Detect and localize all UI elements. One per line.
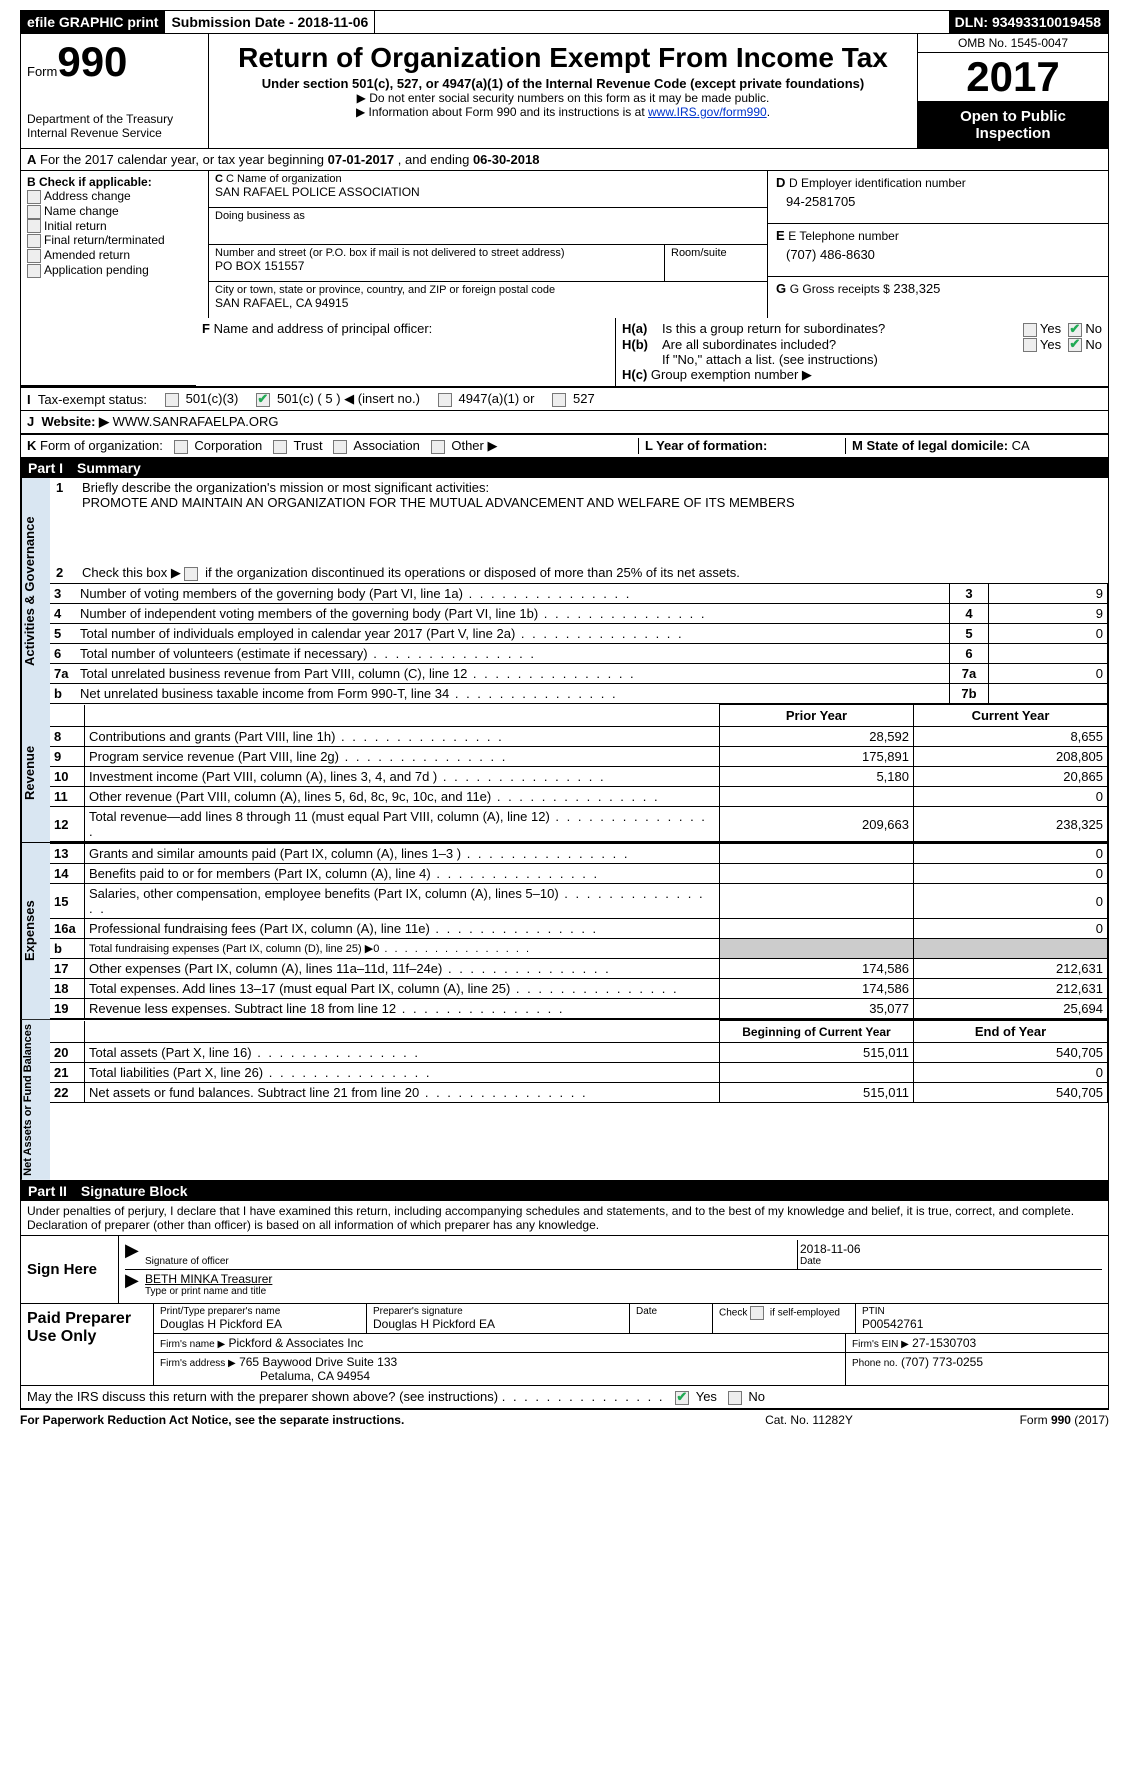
table-row: bNet unrelated business taxable income f… bbox=[50, 684, 1108, 704]
tab-expenses: Expenses bbox=[21, 843, 50, 1019]
table-row: 21Total liabilities (Part X, line 26)0 bbox=[50, 1063, 1108, 1083]
form-title-box: Return of Organization Exempt From Incom… bbox=[209, 34, 917, 148]
section-revenue: Revenue Prior YearCurrent Year 8Contribu… bbox=[20, 704, 1109, 843]
table-row: 5Total number of individuals employed in… bbox=[50, 624, 1108, 644]
table-row: 14Benefits paid to or for members (Part … bbox=[50, 864, 1108, 884]
table-row: 6Total number of volunteers (estimate if… bbox=[50, 644, 1108, 664]
tab-net-assets: Net Assets or Fund Balances bbox=[21, 1020, 50, 1180]
city-state-zip: SAN RAFAEL, CA 94915 bbox=[215, 296, 761, 310]
website: WWW.SANRAFAELPA.ORG bbox=[113, 414, 279, 429]
table-row: 17Other expenses (Part IX, column (A), l… bbox=[50, 959, 1108, 979]
may-discuss: May the IRS discuss this return with the… bbox=[20, 1386, 1109, 1409]
street-address: PO BOX 151557 bbox=[215, 259, 658, 273]
checkbox-amended-return[interactable] bbox=[27, 249, 41, 263]
table-row: 19Revenue less expenses. Subtract line 1… bbox=[50, 999, 1108, 1019]
table-row: 18Total expenses. Add lines 13–17 (must … bbox=[50, 979, 1108, 999]
irs-link[interactable]: www.IRS.gov/form990 bbox=[648, 105, 767, 119]
page-footer: For Paperwork Reduction Act Notice, see … bbox=[20, 1409, 1109, 1430]
may-no[interactable] bbox=[728, 1391, 742, 1405]
section-expenses: Expenses 13Grants and similar amounts pa… bbox=[20, 843, 1109, 1020]
top-bar: efile GRAPHIC print Submission Date - 20… bbox=[20, 10, 1109, 34]
table-row: 12Total revenue—add lines 8 through 11 (… bbox=[50, 807, 1108, 842]
ein: 94-2581705 bbox=[776, 190, 1100, 209]
table-row: 11Other revenue (Part VIII, column (A), … bbox=[50, 787, 1108, 807]
expenses-table: 13Grants and similar amounts paid (Part … bbox=[50, 843, 1108, 1019]
year-box: OMB No. 1545-0047 2017 Open to Public In… bbox=[917, 34, 1108, 148]
form-header: Form990 Department of the Treasury Inter… bbox=[20, 34, 1109, 149]
hb-yes[interactable] bbox=[1023, 338, 1037, 352]
mission-statement: PROMOTE AND MAINTAIN AN ORGANIZATION FOR… bbox=[56, 495, 795, 510]
table-row: 9Program service revenue (Part VIII, lin… bbox=[50, 747, 1108, 767]
ha-yes[interactable] bbox=[1023, 323, 1037, 337]
table-row: 8Contributions and grants (Part VIII, li… bbox=[50, 727, 1108, 747]
signature-block: Under penalties of perjury, I declare th… bbox=[20, 1201, 1109, 1304]
hb-no[interactable] bbox=[1068, 338, 1082, 352]
dln: DLN: 93493310019458 bbox=[949, 11, 1108, 33]
submission-date: Submission Date - 2018-11-06 bbox=[165, 11, 375, 33]
table-row: 15Salaries, other compensation, employee… bbox=[50, 884, 1108, 919]
i-501c[interactable] bbox=[256, 393, 270, 407]
table-row: 22Net assets or fund balances. Subtract … bbox=[50, 1083, 1108, 1103]
officer-name: BETH MINKA Treasurer bbox=[145, 1272, 1100, 1286]
self-employed-checkbox[interactable] bbox=[750, 1306, 764, 1320]
table-row: 7aTotal unrelated business revenue from … bbox=[50, 664, 1108, 684]
col-c: C C Name of organization SAN RAFAEL POLI… bbox=[209, 171, 767, 318]
tab-activities-governance: Activities & Governance bbox=[21, 478, 50, 704]
ag-table: 3Number of voting members of the governi… bbox=[50, 583, 1108, 704]
net-assets-table: Beginning of Current YearEnd of Year 20T… bbox=[50, 1020, 1108, 1103]
k-other[interactable] bbox=[431, 440, 445, 454]
part-ii-bar: Part II Signature Block bbox=[20, 1181, 1109, 1201]
phone: (707) 486-8630 bbox=[776, 243, 1100, 262]
table-row: 10Investment income (Part VIII, column (… bbox=[50, 767, 1108, 787]
k-corp[interactable] bbox=[174, 440, 188, 454]
revenue-table: Prior YearCurrent Year 8Contributions an… bbox=[50, 704, 1108, 842]
k-trust[interactable] bbox=[273, 440, 287, 454]
table-row: 16aProfessional fundraising fees (Part I… bbox=[50, 919, 1108, 939]
paid-preparer-block: Paid Preparer Use Only Print/Type prepar… bbox=[20, 1304, 1109, 1386]
section-ag: Activities & Governance 1 Briefly descri… bbox=[20, 478, 1109, 704]
org-name: SAN RAFAEL POLICE ASSOCIATION bbox=[215, 185, 761, 199]
sign-here-label: Sign Here bbox=[21, 1236, 119, 1303]
perjury-declaration: Under penalties of perjury, I declare th… bbox=[21, 1201, 1108, 1236]
table-row: bTotal fundraising expenses (Part IX, co… bbox=[50, 939, 1108, 959]
checkbox-final-return[interactable] bbox=[27, 234, 41, 248]
row-h: H(a) Is this a group return for subordin… bbox=[615, 318, 1108, 386]
table-row: 13Grants and similar amounts paid (Part … bbox=[50, 844, 1108, 864]
table-row: 4Number of independent voting members of… bbox=[50, 604, 1108, 624]
efile-label: efile GRAPHIC print bbox=[21, 11, 165, 33]
form-title: Return of Organization Exempt From Incom… bbox=[219, 42, 907, 74]
k-assoc[interactable] bbox=[333, 440, 347, 454]
form-number-box: Form990 Department of the Treasury Inter… bbox=[21, 34, 209, 148]
may-yes[interactable] bbox=[675, 1391, 689, 1405]
checkbox-name-change[interactable] bbox=[27, 205, 41, 219]
row-k: K Form of organization: Corporation Trus… bbox=[20, 434, 1109, 458]
row-i: I Tax-exempt status: 501(c)(3) 501(c) ( … bbox=[20, 387, 1109, 411]
table-row: 20Total assets (Part X, line 16)515,0115… bbox=[50, 1043, 1108, 1063]
checkbox-application-pending[interactable] bbox=[27, 264, 41, 278]
section-net-assets: Net Assets or Fund Balances Beginning of… bbox=[20, 1020, 1109, 1181]
row-f: F Name and address of principal officer: bbox=[196, 318, 615, 386]
checkbox-address-change[interactable] bbox=[27, 190, 41, 204]
col-d: D D Employer identification number 94-25… bbox=[767, 171, 1108, 318]
col-b: B Check if applicable: Address change Na… bbox=[21, 171, 209, 318]
i-527[interactable] bbox=[552, 393, 566, 407]
block-bcd: B Check if applicable: Address change Na… bbox=[20, 171, 1109, 318]
table-row: 3Number of voting members of the governi… bbox=[50, 584, 1108, 604]
tab-revenue: Revenue bbox=[21, 704, 50, 842]
i-501c3[interactable] bbox=[165, 393, 179, 407]
gross-receipts: 238,325 bbox=[893, 281, 940, 296]
block-fh: F Name and address of principal officer:… bbox=[20, 318, 1109, 387]
i-4947[interactable] bbox=[438, 393, 452, 407]
row-a: A For the 2017 calendar year, or tax yea… bbox=[20, 149, 1109, 171]
room-suite-label: Room/suite bbox=[665, 245, 767, 282]
row-j: J Website: ▶ WWW.SANRAFAELPA.ORG bbox=[20, 411, 1109, 434]
ha-no[interactable] bbox=[1068, 323, 1082, 337]
l2-checkbox[interactable] bbox=[184, 567, 198, 581]
part-i-bar: Part I Summary bbox=[20, 458, 1109, 478]
checkbox-initial-return[interactable] bbox=[27, 219, 41, 233]
